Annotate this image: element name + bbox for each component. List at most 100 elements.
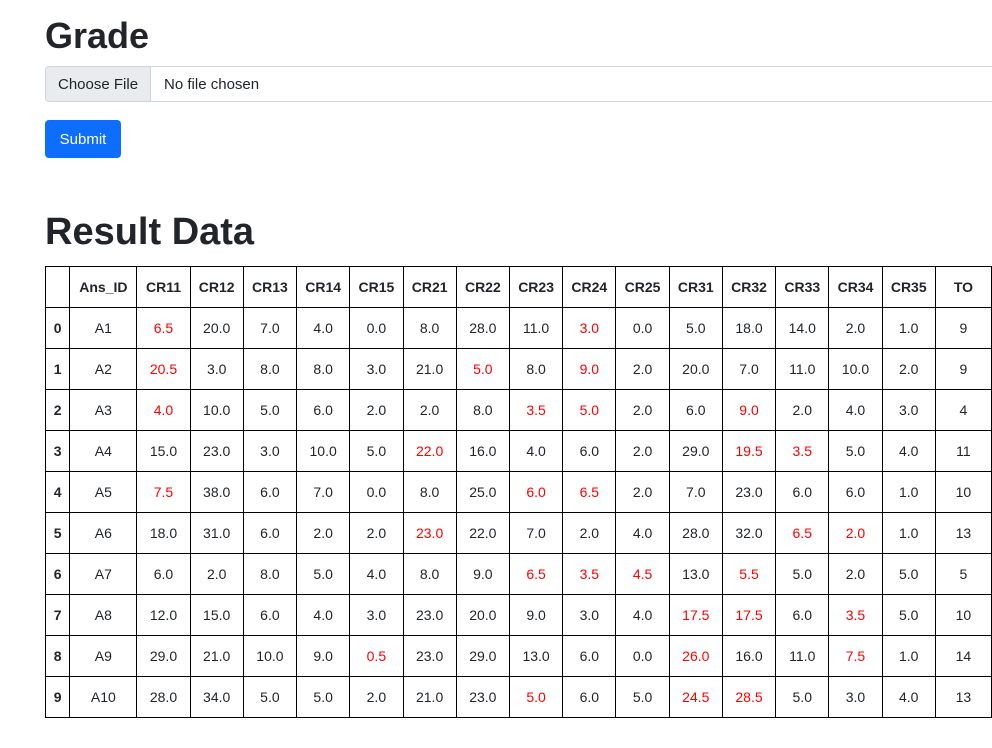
row-index: 5 xyxy=(44,512,71,554)
header-to: TO xyxy=(934,266,992,308)
score-cell: 4.0 xyxy=(615,512,670,554)
table-row: 5 A6 18.0 31.0 6.0 2.0 2.0 23.0 22.0 7.0 2.0 4.0 28.… xyxy=(44,512,992,554)
score-cell: 10 xyxy=(934,471,992,513)
score-cell: 23.0 xyxy=(189,430,244,472)
score-cell: 11.0 xyxy=(775,348,830,390)
header-cr13: CR13 xyxy=(242,266,298,308)
table-body: 0 A1 6.5 20.0 7.0 4.0 0.0 8.0 28.0 11.0 3.0 0.0 5.0 1… xyxy=(44,307,992,718)
score-cell: 4.0 xyxy=(615,594,670,636)
score-cell: 3.0 xyxy=(828,676,883,718)
score-cell: 29.0 xyxy=(136,635,191,677)
score-cell: 2.0 xyxy=(828,307,883,349)
table-row: 0 A1 6.5 20.0 7.0 4.0 0.0 8.0 28.0 11.0 3.0 0.0 5.0 1… xyxy=(44,307,992,349)
ans-id-cell: A4 xyxy=(69,430,138,472)
score-cell: 4.0 xyxy=(881,676,936,718)
score-cell: 5.0 xyxy=(242,389,298,431)
score-cell: 15.0 xyxy=(189,594,244,636)
ans-id-cell: A6 xyxy=(69,512,138,554)
table-row: 6 A7 6.0 2.0 8.0 5.0 4.0 8.0 9.0 6.5 3.5 4.5 13.0 5.5… xyxy=(44,553,992,595)
table-row: 1 A2 20.5 3.0 8.0 8.0 3.0 21.0 5.0 8.0 9.0 2.0 20.0 7… xyxy=(44,348,992,390)
score-cell: 2.0 xyxy=(828,553,883,595)
score-cell: 0.5 xyxy=(349,635,404,677)
row-index: 7 xyxy=(44,594,71,636)
score-cell: 8.0 xyxy=(296,348,351,390)
score-cell: 23.0 xyxy=(455,676,510,718)
header-cr25: CR25 xyxy=(615,266,670,308)
score-cell: 18.0 xyxy=(721,307,777,349)
score-cell: 8.0 xyxy=(402,553,457,595)
score-cell: 6.0 xyxy=(562,635,617,677)
score-cell: 4.0 xyxy=(296,594,351,636)
choose-file-button[interactable]: Choose File xyxy=(46,67,152,101)
score-cell: 5.0 xyxy=(615,676,670,718)
score-cell: 25.0 xyxy=(455,471,510,513)
table-row: 2 A3 4.0 10.0 5.0 6.0 2.0 2.0 8.0 3.5 5.0 2.0 6.0 9.0… xyxy=(44,389,992,431)
submit-button[interactable]: Submit xyxy=(45,120,121,158)
row-index: 0 xyxy=(44,307,71,349)
score-cell: 6.0 xyxy=(562,430,617,472)
header-ans-id: Ans_ID xyxy=(69,266,138,308)
score-cell: 28.5 xyxy=(721,676,777,718)
score-cell: 5.0 xyxy=(828,430,883,472)
score-cell: 9.0 xyxy=(455,553,510,595)
score-cell: 1.0 xyxy=(881,635,936,677)
score-cell: 20.0 xyxy=(189,307,244,349)
score-cell: 3.5 xyxy=(562,553,617,595)
file-input[interactable]: Choose File No file chosen xyxy=(45,66,992,102)
score-cell: 13 xyxy=(934,512,992,554)
score-cell: 10.0 xyxy=(296,430,351,472)
score-cell: 6.5 xyxy=(508,553,564,595)
row-index: 9 xyxy=(44,676,71,718)
score-cell: 5.0 xyxy=(349,430,404,472)
header-cr24: CR24 xyxy=(562,266,617,308)
table-row: 9 A10 28.0 34.0 5.0 5.0 2.0 21.0 23.0 5.0 6.0 5.0 24… xyxy=(44,676,992,718)
score-cell: 0.0 xyxy=(349,307,404,349)
score-cell: 6.0 xyxy=(775,471,830,513)
score-cell: 5.0 xyxy=(562,389,617,431)
score-cell: 2.0 xyxy=(881,348,936,390)
header-cr35: CR35 xyxy=(881,266,936,308)
score-cell: 3.0 xyxy=(881,389,936,431)
score-cell: 3.0 xyxy=(562,307,617,349)
score-cell: 2.0 xyxy=(615,471,670,513)
score-cell: 5.0 xyxy=(508,676,564,718)
score-cell: 18.0 xyxy=(136,512,191,554)
score-cell: 11 xyxy=(934,430,992,472)
score-cell: 7.0 xyxy=(508,512,564,554)
score-cell: 2.0 xyxy=(296,512,351,554)
score-cell: 14 xyxy=(934,635,992,677)
row-index: 3 xyxy=(44,430,71,472)
score-cell: 6.0 xyxy=(562,676,617,718)
ans-id-cell: A9 xyxy=(69,635,138,677)
score-cell: 8.0 xyxy=(242,348,298,390)
header-cr11: CR11 xyxy=(136,266,191,308)
table-row: 3 A4 15.0 23.0 3.0 10.0 5.0 22.0 16.0 4.0 6.0 2.0 29… xyxy=(44,430,992,472)
ans-id-cell: A5 xyxy=(69,471,138,513)
row-index: 4 xyxy=(44,471,71,513)
score-cell: 23.0 xyxy=(402,594,457,636)
score-cell: 5.0 xyxy=(881,553,936,595)
score-cell: 2.0 xyxy=(775,389,830,431)
score-cell: 11.0 xyxy=(508,307,564,349)
score-cell: 7.0 xyxy=(242,307,298,349)
score-cell: 9.0 xyxy=(508,594,564,636)
score-cell: 3.0 xyxy=(349,348,404,390)
score-cell: 20.0 xyxy=(668,348,723,390)
score-cell: 6.5 xyxy=(562,471,617,513)
ans-id-cell: A1 xyxy=(69,307,138,349)
score-cell: 3.0 xyxy=(242,430,298,472)
score-cell: 6.0 xyxy=(136,553,191,595)
score-cell: 38.0 xyxy=(189,471,244,513)
row-index: 8 xyxy=(44,635,71,677)
score-cell: 5.0 xyxy=(775,553,830,595)
row-index: 1 xyxy=(44,348,71,390)
result-heading: Result Data xyxy=(45,211,255,253)
score-cell: 6.0 xyxy=(296,389,351,431)
score-cell: 9 xyxy=(934,348,992,390)
score-cell: 5.0 xyxy=(455,348,510,390)
score-cell: 21.0 xyxy=(402,348,457,390)
score-cell: 20.0 xyxy=(455,594,510,636)
header-cr33: CR33 xyxy=(775,266,830,308)
score-cell: 5.0 xyxy=(775,676,830,718)
score-cell: 28.0 xyxy=(136,676,191,718)
